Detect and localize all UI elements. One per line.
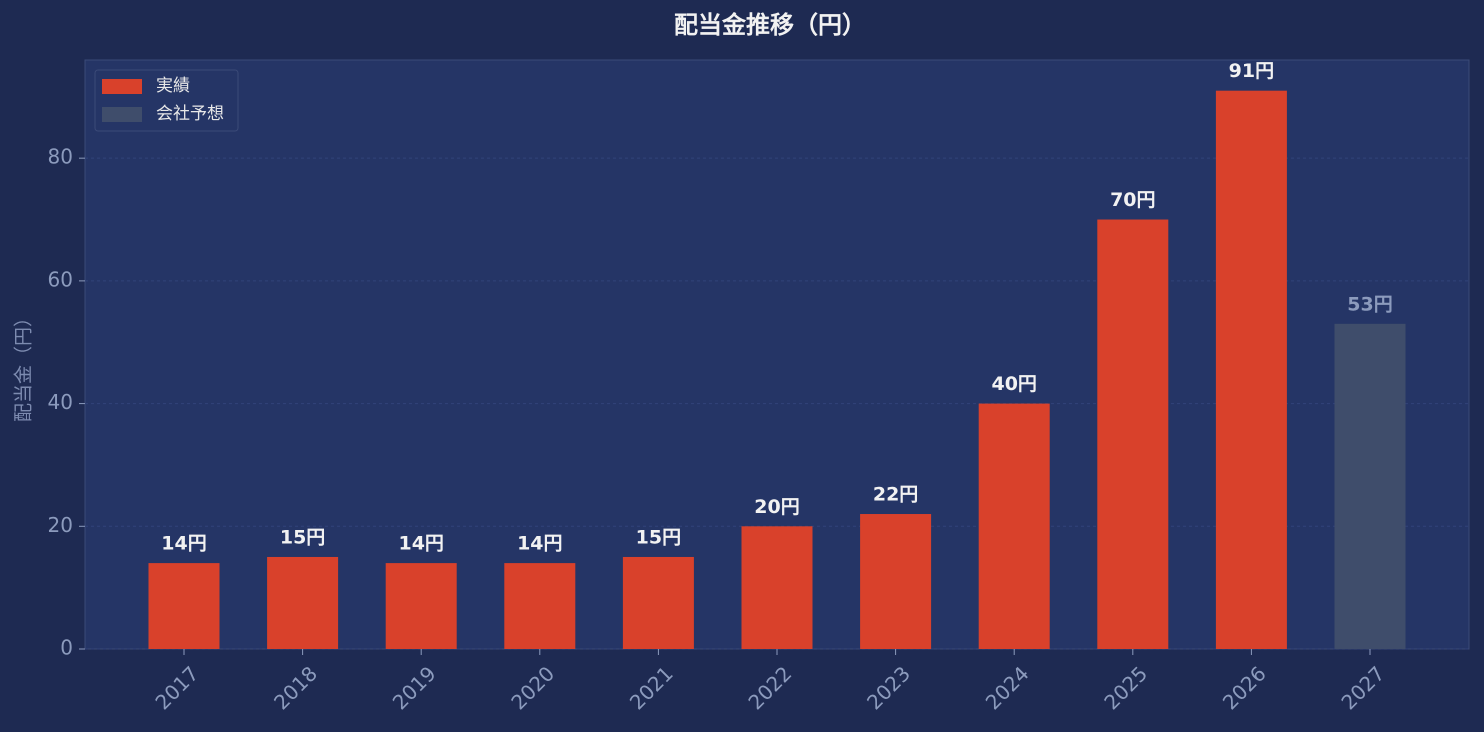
value-label: 14円: [161, 533, 206, 555]
y-tick-label: 0: [60, 636, 73, 660]
bar: [504, 563, 576, 649]
y-tick-label: 80: [48, 145, 73, 169]
bar: [1334, 323, 1406, 649]
bar: [148, 563, 220, 649]
legend-label: 会社予想: [156, 104, 224, 124]
value-label: 14円: [398, 533, 443, 555]
bar: [860, 514, 932, 649]
chart-title: 配当金推移（円）: [674, 11, 866, 39]
value-label: 15円: [280, 526, 325, 548]
value-label: 22円: [873, 484, 918, 506]
y-tick-label: 60: [48, 267, 73, 291]
bar: [978, 403, 1050, 649]
bar: [1097, 219, 1169, 650]
value-label: 91円: [1229, 60, 1274, 82]
bar: [622, 556, 694, 649]
legend-swatch: [102, 79, 142, 94]
value-label: 14円: [517, 533, 562, 555]
value-label: 70円: [1110, 189, 1155, 211]
bar: [1215, 90, 1287, 650]
y-tick-label: 20: [48, 513, 73, 537]
bar: [267, 556, 339, 649]
value-label: 15円: [636, 526, 681, 548]
y-tick-label: 40: [48, 390, 73, 414]
legend-swatch: [102, 107, 142, 122]
y-axis-label: 配当金（円）: [13, 308, 35, 422]
bar: [385, 563, 457, 649]
legend-label: 実績: [156, 76, 190, 96]
value-label: 40円: [991, 373, 1036, 395]
value-label: 20円: [754, 496, 799, 518]
bar: [741, 526, 813, 649]
value-label: 53円: [1347, 293, 1392, 315]
